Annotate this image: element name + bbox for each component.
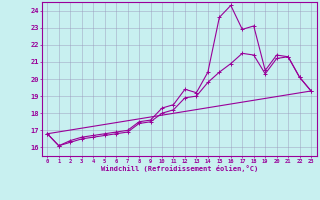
X-axis label: Windchill (Refroidissement éolien,°C): Windchill (Refroidissement éolien,°C) [100, 165, 258, 172]
